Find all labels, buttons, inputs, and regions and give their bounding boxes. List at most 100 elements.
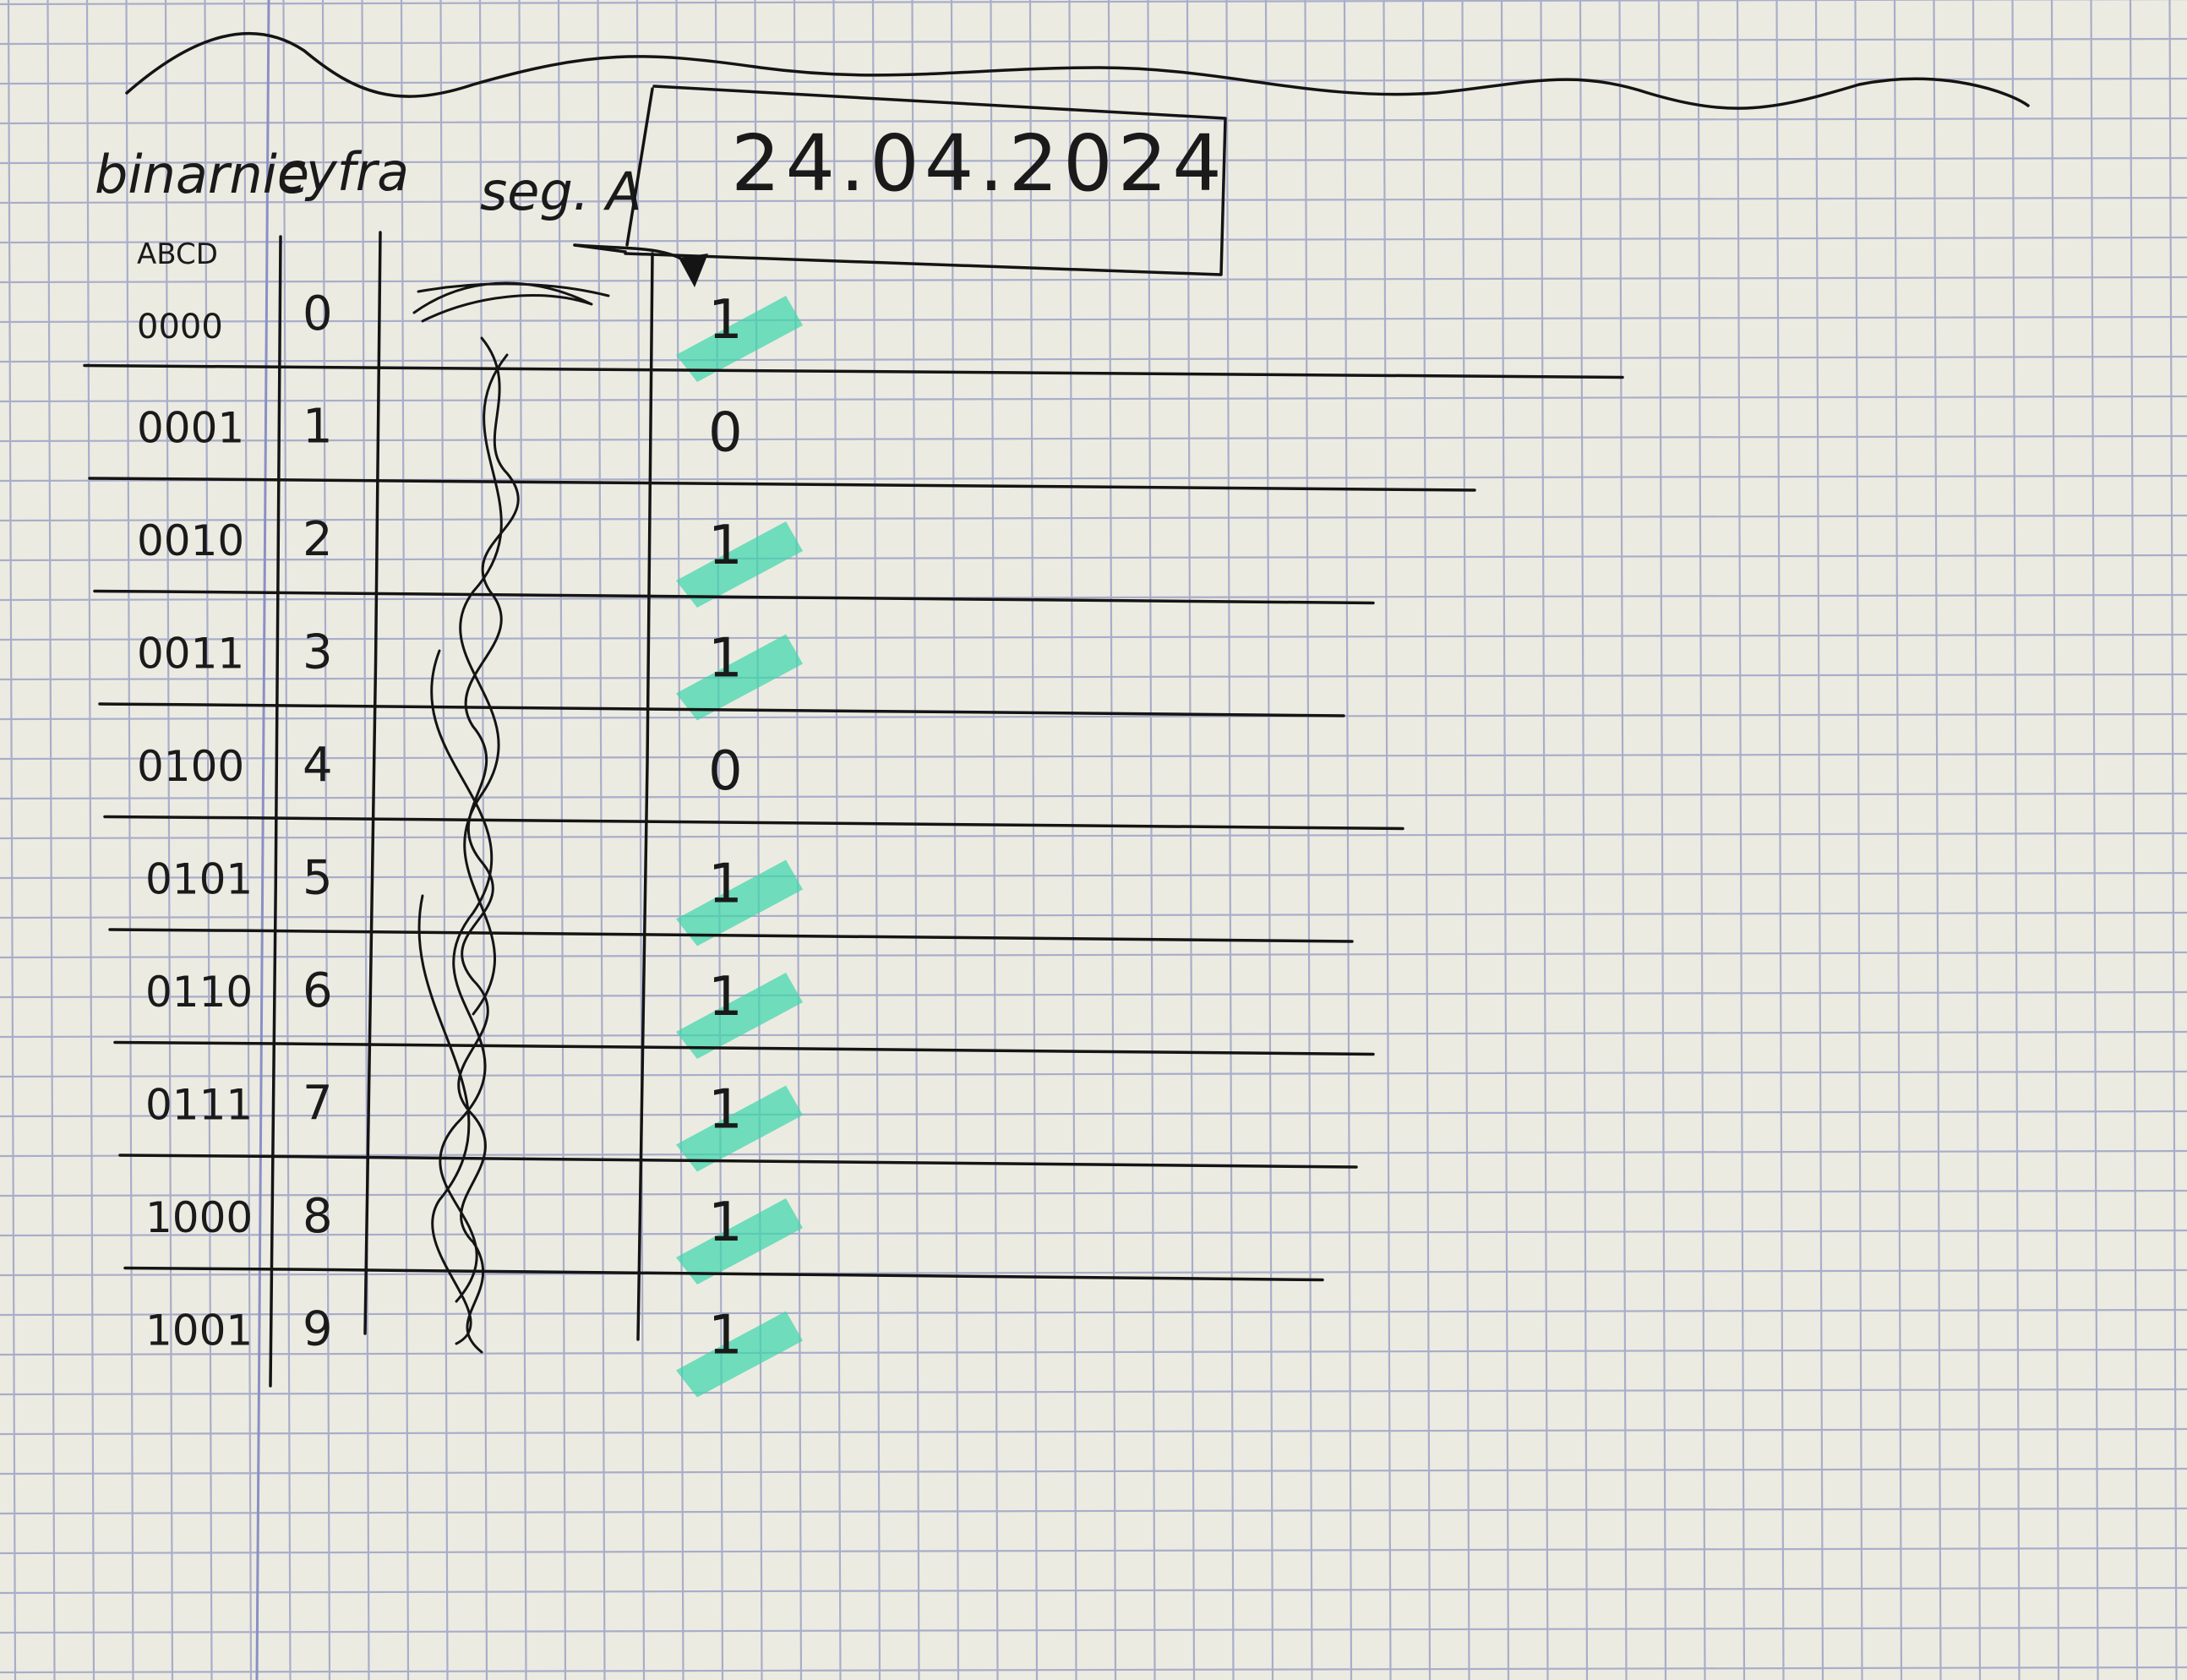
grid-line xyxy=(0,1586,2187,1595)
scribble-stroke xyxy=(412,281,610,1354)
row-divider-line xyxy=(88,477,1476,492)
row-divider-line xyxy=(98,702,1345,717)
grid-line xyxy=(793,0,803,1680)
grid-line xyxy=(1343,0,1353,1680)
grid-line xyxy=(832,0,842,1680)
table-row: 0000 0 1 xyxy=(83,286,1624,382)
grid-line xyxy=(0,633,2187,641)
table-row: 0101 5 1 xyxy=(108,851,1354,946)
grid-line xyxy=(0,1546,2187,1555)
table-row: 0011 3 1 xyxy=(98,625,1345,721)
highlighter-mark xyxy=(676,634,803,721)
grid-line xyxy=(0,1189,2187,1197)
grid-line xyxy=(0,832,2187,840)
grid-line xyxy=(1814,0,1824,1680)
row-divider-line xyxy=(113,1040,1375,1056)
column-divider-3 xyxy=(636,252,654,1341)
table-row: 0010 2 1 xyxy=(93,512,1375,608)
table-row: 0111 7 1 xyxy=(118,1077,1358,1172)
grid-line xyxy=(0,673,2187,681)
grid-line xyxy=(0,951,2187,959)
grid-line xyxy=(2129,0,2139,1680)
grid-line xyxy=(0,911,2187,919)
grid-line xyxy=(2090,0,2099,1680)
highlighter-mark xyxy=(676,973,803,1059)
row-binary: 0011 xyxy=(137,630,244,679)
grid-line xyxy=(1618,0,1628,1680)
row-segment-a-value: 1 xyxy=(708,289,743,352)
grid-line xyxy=(557,0,567,1680)
grid-line xyxy=(0,554,2187,562)
grid-line xyxy=(0,1388,2187,1396)
column-divider-2 xyxy=(363,231,382,1335)
table-row: 1000 8 1 xyxy=(123,1189,1324,1285)
grid-line xyxy=(0,871,2187,880)
grid-line xyxy=(1147,0,1156,1680)
grid-line xyxy=(7,0,17,1680)
grid-line xyxy=(675,0,684,1680)
grid-line xyxy=(0,990,2187,999)
row-digit: 1 xyxy=(303,400,333,455)
row-segment-a-value: 0 xyxy=(708,740,743,803)
row-segment-a-value: 1 xyxy=(708,515,743,577)
wavy-decoration xyxy=(125,32,2030,110)
grid-line xyxy=(1028,0,1039,1680)
grid-line xyxy=(0,1229,2187,1237)
grid-line xyxy=(714,0,724,1680)
grid-line xyxy=(0,1507,2187,1515)
row-digit: 2 xyxy=(303,512,333,567)
highlighter-mark xyxy=(676,296,803,382)
grid-line xyxy=(0,514,2187,522)
table-row: 0001 1 0 xyxy=(88,400,1476,492)
grid-line xyxy=(754,0,763,1680)
grid-line xyxy=(635,0,646,1680)
row-binary: 0101 xyxy=(145,855,253,904)
grid-line xyxy=(46,0,56,1680)
grid-line xyxy=(0,1268,2187,1277)
row-divider-line xyxy=(108,928,1354,943)
grid-line xyxy=(0,1666,2187,1674)
row-segment-a-value: 1 xyxy=(708,1079,743,1142)
grid-line xyxy=(0,752,2187,761)
row-digit: 4 xyxy=(303,738,333,793)
row-divider-line xyxy=(83,363,1624,379)
grid-line xyxy=(2011,0,2021,1680)
highlighter-mark xyxy=(676,521,803,608)
grid-line xyxy=(0,196,2187,205)
grid-line xyxy=(1383,0,1392,1680)
row-digit: 7 xyxy=(303,1077,333,1132)
grid-line xyxy=(1972,0,1982,1680)
margin-line xyxy=(255,0,270,1680)
row-digit: 8 xyxy=(303,1189,333,1244)
grid-line xyxy=(0,1427,2187,1436)
row-digit: 6 xyxy=(303,963,333,1018)
grid-line xyxy=(204,0,213,1680)
grid-line xyxy=(871,0,881,1680)
highlighter-mark xyxy=(676,1085,803,1172)
grid-line xyxy=(1264,0,1274,1680)
grid-line xyxy=(1107,0,1117,1680)
header-digit: cyfra xyxy=(277,141,409,203)
grid-line xyxy=(478,0,488,1680)
grid-line xyxy=(518,0,527,1680)
row-binary: 0111 xyxy=(145,1081,253,1130)
grid-line xyxy=(1540,0,1549,1680)
grid-line xyxy=(0,434,2187,443)
grid-line xyxy=(0,117,2187,125)
header-segment-a: seg. A xyxy=(480,161,642,222)
grid-line xyxy=(0,236,2187,244)
row-digit: 5 xyxy=(303,851,333,906)
row-segment-a-value: 0 xyxy=(708,402,743,465)
grid-line xyxy=(1186,0,1196,1680)
grid-line xyxy=(1461,0,1470,1680)
table-row: 1001 9 1 xyxy=(145,1302,803,1398)
grid-line xyxy=(321,0,331,1680)
row-segment-a-value: 1 xyxy=(708,1192,743,1254)
row-digit: 0 xyxy=(303,286,333,341)
grid-line xyxy=(0,712,2187,721)
grid-line xyxy=(282,0,292,1680)
grid-line xyxy=(1854,0,1863,1680)
grid-line xyxy=(0,315,2187,324)
